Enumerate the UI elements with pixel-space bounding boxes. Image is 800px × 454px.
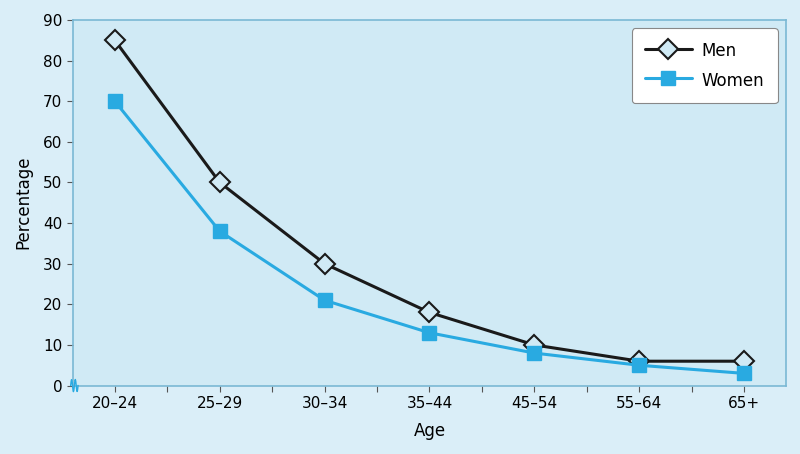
Women <box>739 370 749 376</box>
Women <box>425 330 434 336</box>
Men <box>320 261 330 266</box>
Men <box>634 359 644 364</box>
Men <box>215 180 225 185</box>
Line: Women: Women <box>108 94 751 380</box>
Legend: Men, Women: Men, Women <box>632 28 778 103</box>
Women <box>530 350 539 356</box>
Men <box>530 342 539 348</box>
Y-axis label: Percentage: Percentage <box>14 156 32 250</box>
Line: Men: Men <box>108 33 751 368</box>
Men <box>110 38 119 43</box>
Women <box>634 363 644 368</box>
X-axis label: Age: Age <box>414 422 446 440</box>
Men <box>739 359 749 364</box>
Women <box>110 99 119 104</box>
Men <box>425 310 434 315</box>
Women <box>320 297 330 303</box>
Women <box>215 228 225 234</box>
